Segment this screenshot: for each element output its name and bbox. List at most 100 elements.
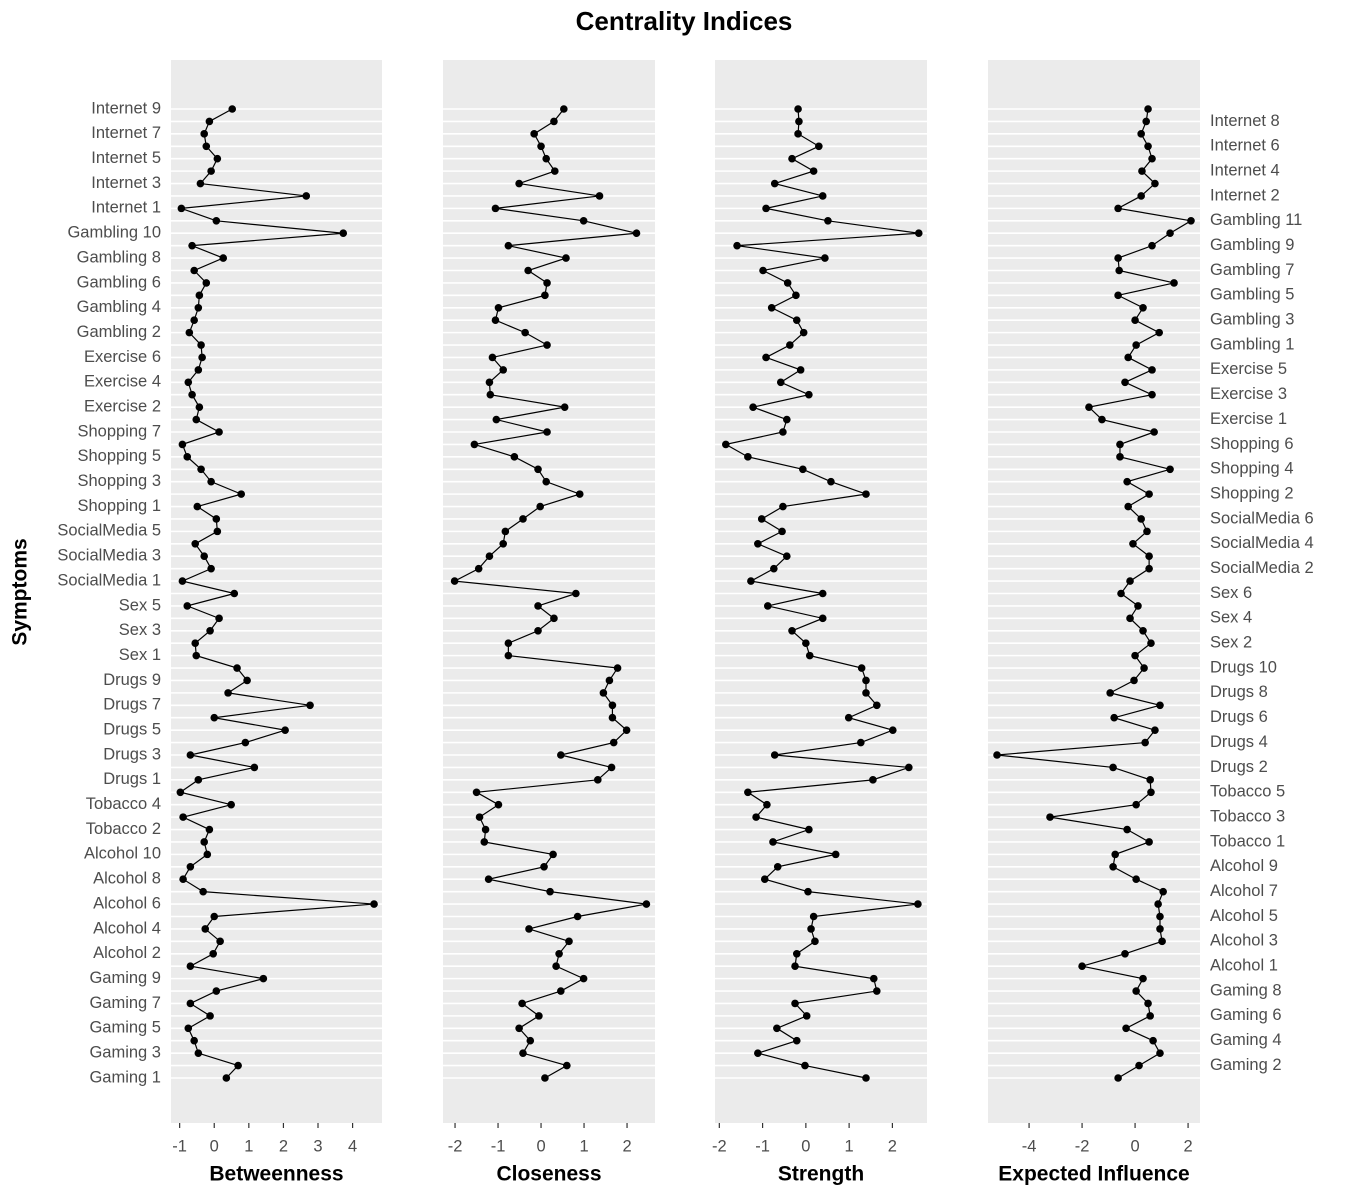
category-label: Tobacco 5 [1210, 783, 1285, 801]
point [783, 552, 791, 561]
point [608, 701, 617, 710]
point [1115, 266, 1123, 275]
point [799, 465, 807, 474]
category-label: Gaming 4 [1210, 1031, 1282, 1049]
point [186, 751, 195, 759]
point [609, 738, 618, 747]
point [1148, 366, 1156, 374]
point [1145, 564, 1153, 573]
point [521, 328, 529, 337]
category-label: Tobacco 3 [1210, 807, 1285, 825]
point [515, 179, 523, 188]
point [1147, 788, 1155, 797]
category-label: Shopping 6 [1210, 435, 1294, 453]
point [608, 713, 617, 722]
point [1124, 353, 1132, 362]
point [1148, 154, 1156, 163]
point [176, 788, 185, 797]
category-label: Gambling 8 [77, 248, 161, 266]
point [783, 415, 791, 424]
point [306, 701, 314, 710]
point [1124, 502, 1132, 511]
point [1146, 1012, 1154, 1020]
point [450, 577, 459, 585]
point [778, 527, 786, 536]
category-label: Internet 8 [1210, 112, 1280, 130]
point [499, 366, 508, 374]
point [1132, 875, 1140, 884]
point [534, 465, 542, 474]
point [857, 664, 866, 672]
point [202, 142, 211, 151]
category-label: Drugs 2 [1210, 758, 1268, 776]
point [873, 987, 881, 995]
point [794, 105, 802, 113]
point [1156, 701, 1164, 710]
category-label: Sex 4 [1210, 609, 1252, 627]
category-label: Alcohol 1 [1210, 957, 1278, 975]
point [905, 763, 913, 772]
point [1134, 602, 1142, 610]
point [475, 813, 484, 821]
point [1187, 217, 1195, 225]
point [207, 564, 215, 573]
point [747, 577, 755, 585]
point [1106, 689, 1114, 697]
category-label: Shopping 3 [78, 472, 162, 490]
point [572, 589, 580, 598]
point [1140, 664, 1148, 672]
category-label: SocialMedia 3 [57, 547, 161, 565]
category-label: Gaming 7 [89, 994, 161, 1012]
point [535, 1012, 543, 1020]
category-label: Gaming 9 [89, 969, 161, 987]
point [862, 689, 870, 697]
point [862, 1074, 870, 1082]
point [791, 962, 799, 970]
point [754, 1049, 762, 1057]
point [536, 502, 544, 511]
point [1170, 279, 1178, 287]
point [779, 428, 787, 436]
point [1122, 1024, 1130, 1033]
point [1121, 378, 1129, 387]
category-label: Tobacco 1 [1210, 832, 1285, 850]
category-label: Tobacco 2 [86, 820, 161, 838]
point [494, 303, 503, 312]
point [788, 154, 796, 163]
point [607, 763, 616, 772]
point [486, 390, 495, 399]
point [1151, 179, 1159, 188]
point [1139, 626, 1147, 635]
point [192, 651, 201, 660]
category-label: Gambling 4 [77, 298, 161, 316]
point [549, 850, 557, 859]
category-label: Drugs 1 [103, 770, 161, 788]
point [188, 241, 196, 250]
panel-background [443, 60, 655, 1123]
point [492, 415, 501, 424]
point [763, 800, 771, 809]
point [491, 204, 500, 213]
point [194, 776, 203, 784]
point [779, 502, 787, 511]
category-label: Gaming 6 [1210, 1006, 1282, 1024]
point [1114, 291, 1122, 300]
point [809, 167, 818, 175]
point [177, 204, 186, 213]
point [613, 664, 622, 672]
category-label: Tobacco 4 [86, 795, 161, 813]
point [1138, 167, 1146, 175]
point [1139, 974, 1147, 983]
point [197, 465, 205, 474]
x-tick-label: 1 [244, 1137, 253, 1155]
point [1131, 651, 1139, 660]
point [579, 974, 588, 983]
point [1116, 440, 1124, 449]
point [595, 192, 604, 200]
point [873, 701, 881, 710]
point [215, 614, 223, 623]
point [183, 602, 192, 610]
point [370, 900, 378, 908]
point [1129, 540, 1137, 548]
x-tick-label: 0 [210, 1137, 219, 1155]
